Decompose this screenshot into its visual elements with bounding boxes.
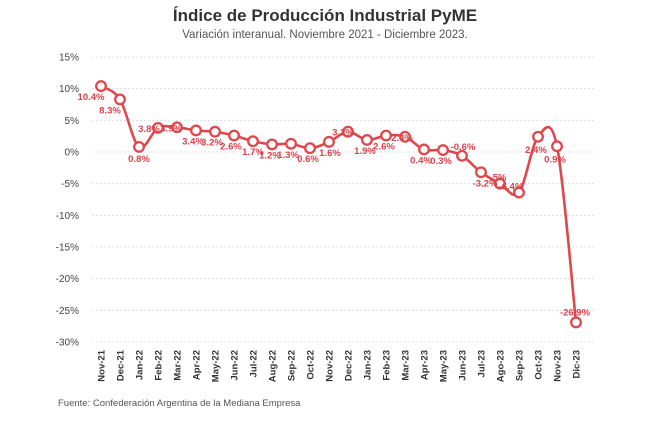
y-tick-label: -15%	[56, 243, 79, 254]
data-label: 1.6%	[319, 148, 341, 159]
data-point	[437, 144, 449, 157]
data-point	[266, 138, 278, 151]
data-point	[247, 135, 259, 148]
x-tick-label: Nov-23	[553, 350, 564, 382]
y-tick-label: -10%	[56, 211, 79, 222]
x-tick-label: Feb-23	[382, 350, 393, 381]
x-tick-label: Jan-22	[135, 350, 146, 380]
x-tick-label: Aug-22	[268, 350, 279, 382]
y-axis: 15% 10% 5% 0% -5% -10% -15% -20% -25% -30%	[56, 53, 79, 349]
data-label: -6.4%	[499, 182, 524, 193]
x-tick-label: Sep-22	[287, 350, 298, 381]
x-tick-label: May-23	[439, 350, 450, 382]
data-point	[570, 316, 582, 329]
x-tick-label: Jul-22	[249, 350, 260, 377]
x-tick-label: Dec-21	[116, 349, 127, 381]
x-tick-label: Nov-21	[97, 349, 108, 381]
data-labels: 10.4%8.3%0.8%3.8% 3.9%3.4%3.2%2.6%1.7%1.2…	[78, 92, 591, 318]
data-point	[456, 149, 468, 162]
y-tick-label: 10%	[59, 84, 79, 95]
x-tick-label: Dic-23	[572, 350, 583, 379]
data-point	[304, 142, 316, 155]
data-label: 3.2%	[201, 138, 223, 149]
data-point	[551, 140, 563, 153]
data-point	[228, 129, 240, 142]
data-point	[114, 93, 126, 106]
x-tick-label: Jun-22	[230, 350, 241, 381]
data-point	[190, 124, 202, 137]
x-tick-label: Mar-23	[401, 350, 412, 381]
data-point	[95, 80, 107, 93]
data-point	[152, 121, 164, 134]
data-label: 1.9%	[354, 146, 376, 157]
data-label: 2.4%	[391, 133, 413, 144]
data-label: -0.6%	[451, 142, 476, 153]
x-axis: Nov-21 Dec-21 Jan-22 Feb-22 Mar-22 Apr-22 May-…	[97, 349, 583, 382]
data-label: 1.7%	[242, 147, 264, 158]
x-tick-label: Jun-23	[458, 350, 469, 381]
data-point	[380, 129, 392, 142]
y-tick-label: 0%	[65, 148, 80, 159]
data-point	[399, 130, 411, 143]
data-point	[494, 177, 506, 190]
y-tick-label: 5%	[65, 116, 80, 127]
data-point	[285, 137, 297, 150]
x-tick-label: Apr-23	[420, 350, 431, 380]
data-label: 3.2%	[332, 128, 354, 139]
y-tick-label: 15%	[59, 53, 79, 64]
source-note: Fuente: Confederación Argentina de la Me…	[58, 398, 301, 409]
x-tick-label: Oct-22	[306, 350, 317, 380]
data-label: 3.8%	[138, 124, 160, 135]
chart-subtitle: Variación interanual. Noviembre 2021 - D…	[182, 29, 468, 41]
data-point	[171, 121, 183, 134]
data-point	[361, 134, 373, 146]
y-tick-label: -20%	[56, 274, 79, 285]
x-tick-label: Oct-23	[534, 350, 545, 380]
data-label: 3.9%	[160, 123, 182, 134]
x-tick-label: Dec-22	[344, 350, 355, 381]
y-tick-label: -25%	[56, 306, 79, 317]
data-label: 8.3%	[99, 105, 121, 116]
data-label: 1.2%	[259, 150, 281, 161]
data-point	[532, 130, 544, 143]
x-tick-label: Feb-22	[154, 350, 165, 381]
data-label: 2.6%	[220, 142, 242, 153]
data-label: 10.4%	[78, 92, 105, 103]
x-tick-label: Apr-22	[192, 350, 203, 380]
data-point	[418, 143, 430, 156]
x-tick-label: Jan-23	[363, 350, 374, 380]
series-line	[100, 84, 578, 323]
data-points	[95, 80, 582, 329]
y-tick-label: -5%	[61, 179, 79, 190]
grid-lines	[92, 56, 595, 343]
data-label: 1.3%	[277, 150, 299, 161]
data-label: 2.4%	[525, 145, 547, 156]
data-point	[133, 140, 145, 153]
x-tick-label: Ago-23	[496, 350, 507, 382]
x-tick-label: May-22	[211, 350, 222, 382]
data-label: 3.4%	[182, 136, 204, 147]
data-point	[342, 125, 354, 138]
data-point	[513, 186, 525, 199]
chart-title: Índice de Producción Industrial PyME	[172, 6, 478, 25]
data-point	[209, 125, 221, 138]
data-point	[475, 166, 487, 179]
data-label: 0.8%	[128, 154, 150, 165]
data-label: 0.4%	[410, 155, 432, 166]
y-tick-label: -30%	[56, 338, 79, 349]
data-point	[323, 135, 335, 148]
data-label: -3.2%	[473, 178, 498, 189]
x-tick-label: Jul-23	[477, 350, 488, 377]
data-label: -5%	[490, 173, 507, 184]
x-tick-label: Sep-23	[515, 350, 526, 381]
data-label: 0.9%	[544, 154, 566, 165]
data-label: 2.6%	[373, 142, 395, 153]
data-label: 0.3%	[430, 156, 452, 167]
data-label: 0.6%	[297, 154, 319, 165]
x-tick-label: Mar-22	[173, 350, 184, 381]
x-tick-label: Nov-22	[325, 350, 336, 382]
data-label: -26.9%	[560, 307, 591, 318]
